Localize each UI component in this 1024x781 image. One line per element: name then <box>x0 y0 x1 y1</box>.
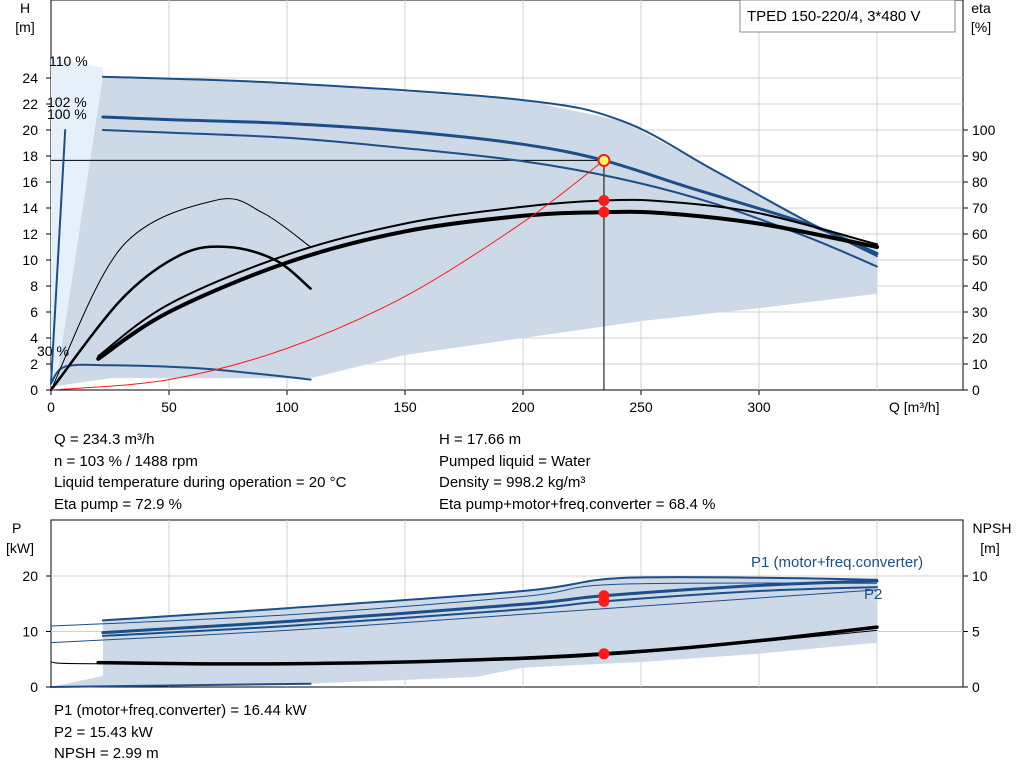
label-30: 30 % <box>37 343 69 359</box>
label-102: 102 % <box>47 94 87 110</box>
top-series-line-6 <box>97 198 878 358</box>
p-tick-label: 10 <box>22 624 38 640</box>
pump-title-box <box>739 0 956 33</box>
h-axis-unit: [m] <box>15 19 34 35</box>
duty-point-power <box>598 595 610 607</box>
eta-tick-label: 20 <box>972 330 988 346</box>
npsh-tick-label: 0 <box>972 679 980 695</box>
duty-point-efficiency <box>598 194 610 206</box>
p-axis-unit: [kW] <box>6 540 34 556</box>
h-tick-label: 14 <box>22 200 38 216</box>
h-tick-label: 10 <box>22 252 38 268</box>
h-tick-label: 16 <box>22 174 38 190</box>
bottom-series-line-3 <box>50 682 312 688</box>
h-tick-label: 6 <box>30 304 38 320</box>
bottom-thin-line-2 <box>50 629 878 665</box>
npsh-tick-label: 5 <box>972 624 980 640</box>
eta-axis-label: eta <box>971 0 991 16</box>
x-tick-label: 200 <box>511 399 535 415</box>
top-series-line-7 <box>50 198 312 391</box>
npsh-axis-label: NPSH <box>973 520 1012 536</box>
eta-tick-label: 80 <box>972 174 988 190</box>
top-series-line-3 <box>50 363 312 385</box>
h-axis-label: H <box>20 0 30 16</box>
h-tick-label: 8 <box>30 278 38 294</box>
eta-tick-label: 40 <box>972 278 988 294</box>
info-eta-pump: Eta pump = 72.9 % <box>54 495 182 513</box>
top-series-line-9 <box>50 159 605 391</box>
x-tick-label: 100 <box>275 399 299 415</box>
info-flow: Q = 234.3 m³/h <box>54 431 155 448</box>
p-tick-label: 20 <box>22 568 38 584</box>
bottom-thin-line-0 <box>50 582 878 627</box>
info-npsh: NPSH = 2.99 m <box>54 745 159 762</box>
x-tick-label: 250 <box>629 399 653 415</box>
npsh-axis-unit: [m] <box>980 540 999 556</box>
h-tick-label: 12 <box>22 226 38 242</box>
x-tick-label: 50 <box>161 399 177 415</box>
info-speed: n = 103 % / 1488 rpm <box>54 452 198 470</box>
h-tick-label: 18 <box>22 148 38 164</box>
eta-tick-label: 0 <box>972 382 980 398</box>
pump-title: TPED 150-220/4, 3*480 V <box>747 8 920 25</box>
bottom-series-line-0 <box>101 575 878 622</box>
h-tick-label: 22 <box>22 96 38 112</box>
operating-info-right: H = 17.66 m Pumped liquid = Water Densit… <box>439 429 715 515</box>
head-efficiency-chart: 0 50 100 150 200 250 3000246810121416182022240… <box>15 0 996 415</box>
top-series-line-8 <box>49 245 312 392</box>
eta-tick-label: 50 <box>972 252 988 268</box>
label-100: 100 % <box>47 106 87 122</box>
info-p2: P2 = 15.43 kW <box>54 723 153 741</box>
top-series-line-5 <box>96 209 879 361</box>
duty-point-efficiency <box>598 206 610 218</box>
x-tick-label: 300 <box>747 399 771 415</box>
x-tick-label: 150 <box>393 399 417 415</box>
h-tick-label: 2 <box>30 356 38 372</box>
x-tick-label: 0 <box>47 399 55 415</box>
h-tick-label: 20 <box>22 122 38 138</box>
p-axis-label: P <box>12 520 21 536</box>
power-npsh-chart: 0 10 20 0 5 10 P [kW] NPSH [m] P1 (motor+freq… <box>6 519 1012 695</box>
duty-point-head <box>597 153 611 167</box>
top-series-line-4 <box>50 129 67 385</box>
bottom-series-line-1 <box>101 579 879 635</box>
top-series-line-2 <box>101 129 878 268</box>
npsh-tick-label: 10 <box>972 568 988 584</box>
bottom-thin-line-1 <box>50 589 878 644</box>
p-tick-label: 0 <box>30 679 38 695</box>
h-tick-label: 0 <box>30 382 38 398</box>
power-info: P1 (motor+freq.converter) = 16.44 kW P2 … <box>54 700 307 765</box>
info-eta-total: Eta pump+motor+freq.converter = 68.4 % <box>439 495 716 513</box>
duty-point-power <box>598 648 610 660</box>
eta-tick-label: 30 <box>972 304 988 320</box>
h-tick-label: 24 <box>22 70 38 86</box>
info-density: Density = 998.2 kg/m³ <box>439 474 586 491</box>
operating-info-left: Q = 234.3 m³/h n = 103 % / 1488 rpm Liqu… <box>54 429 346 515</box>
p1-curve-label: P1 (motor+freq.converter) <box>751 554 923 571</box>
info-liquid: Pumped liquid = Water <box>439 452 591 470</box>
info-temperature: Liquid temperature during operation = 20… <box>54 474 347 491</box>
power-operating-region <box>51 577 877 687</box>
p2-curve-label: P2 <box>864 586 882 603</box>
eta-tick-label: 100 <box>972 122 996 138</box>
eta-tick-label: 10 <box>972 356 988 372</box>
operating-region <box>55 76 878 387</box>
q-axis-label: Q [m³/h] <box>889 399 940 415</box>
info-head: H = 17.66 m <box>439 431 522 448</box>
info-p1: P1 (motor+freq.converter) = 16.44 kW <box>54 702 307 719</box>
eta-tick-label: 90 <box>972 148 988 164</box>
h-tick-label: 4 <box>30 330 38 346</box>
eta-axis-unit: [%] <box>971 19 991 35</box>
bottom-series-line-2 <box>101 586 878 637</box>
eta-tick-label: 70 <box>972 200 988 216</box>
label-110: 110 % <box>49 53 88 69</box>
top-series-line-0 <box>101 75 878 258</box>
top-series-line-1 <box>101 115 879 255</box>
eta-tick-label: 60 <box>972 226 988 242</box>
